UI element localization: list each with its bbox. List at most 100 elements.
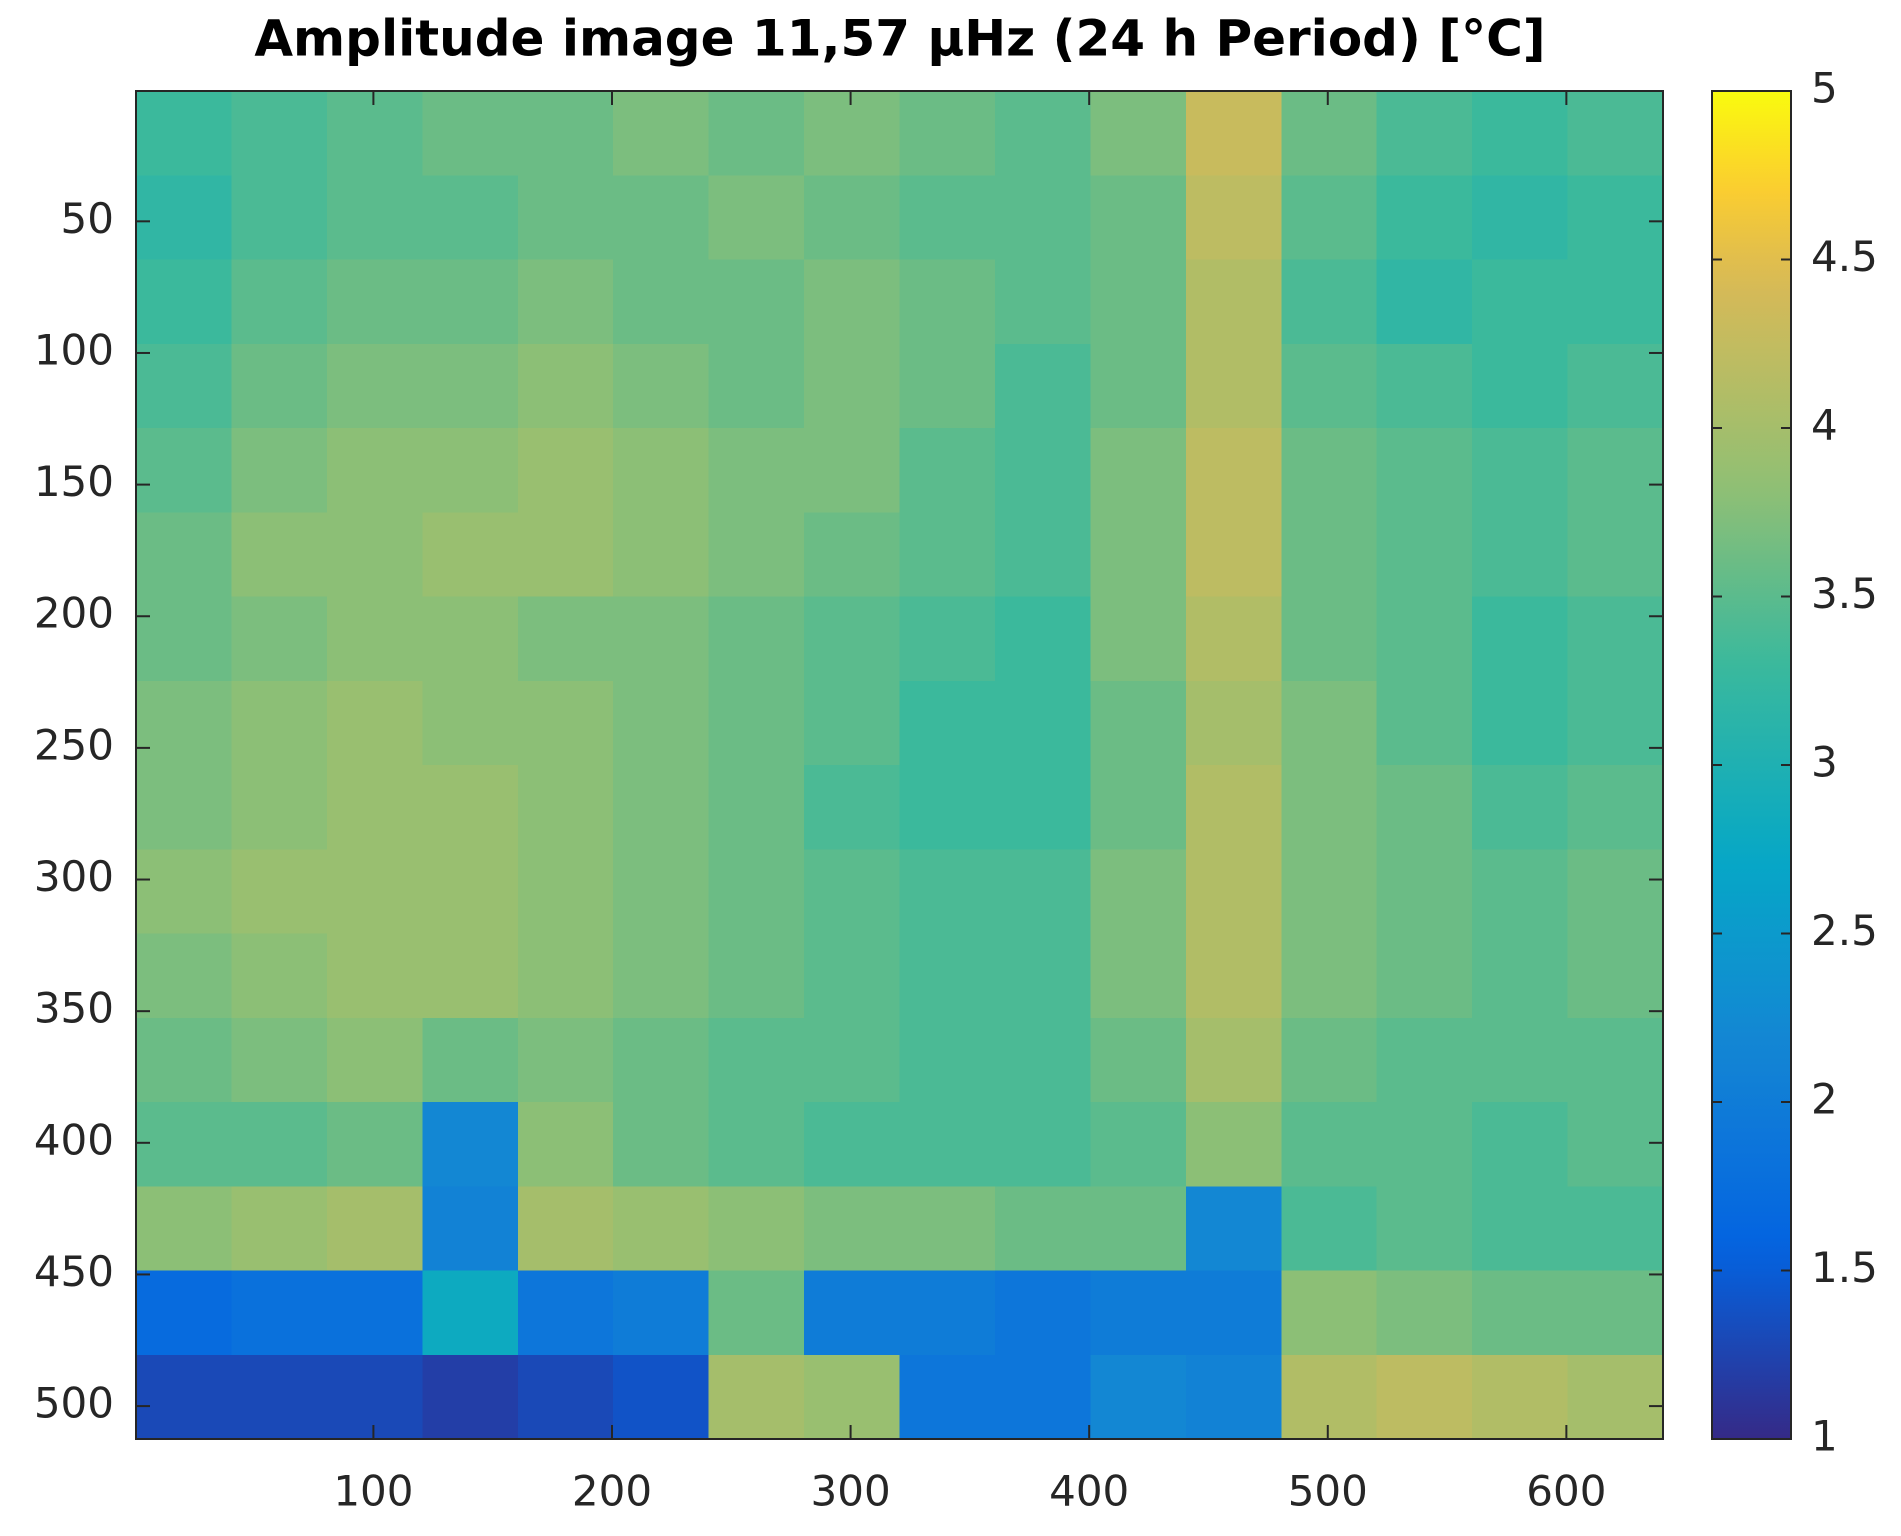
heat-cell: [1567, 343, 1664, 429]
y-tick-label: 200: [34, 589, 114, 638]
colorbar-tick-label: 2.5: [1811, 906, 1878, 955]
heat-cell: [613, 428, 710, 513]
heat-cell: [422, 91, 519, 176]
heat-cell: [326, 933, 423, 1019]
heat-cell: [517, 512, 614, 598]
heat-cell: [1281, 849, 1378, 935]
heat-cell: [899, 175, 996, 261]
heat-cell: [1376, 1354, 1473, 1440]
heat-cell: [326, 596, 423, 682]
heat-cell: [613, 343, 710, 429]
heat-cell: [899, 596, 996, 682]
heat-cell: [994, 1354, 1091, 1440]
heat-cell: [231, 849, 328, 935]
heat-cell: [422, 428, 519, 513]
heat-cell: [1472, 933, 1569, 1019]
heat-cell: [994, 1270, 1091, 1356]
heat-cell: [708, 849, 805, 935]
heat-cell: [1567, 259, 1664, 345]
heat-cell: [708, 1102, 805, 1187]
colorbar-tick-label: 4: [1811, 401, 1838, 450]
y-tick-label: 50: [61, 194, 114, 243]
heat-cell: [899, 849, 996, 935]
heat-cell: [422, 596, 519, 682]
heat-cell: [517, 175, 614, 261]
heat-cell: [326, 512, 423, 598]
heat-cell: [899, 91, 996, 176]
heat-cell: [1185, 1270, 1282, 1356]
x-tick-label: 400: [1049, 1467, 1129, 1516]
heat-cell: [1185, 765, 1282, 850]
heat-cell: [422, 343, 519, 429]
y-tick-label: 350: [34, 984, 114, 1033]
y-tick-label: 300: [34, 852, 114, 901]
heat-cell: [994, 596, 1091, 682]
heat-cell: [1185, 1017, 1282, 1103]
heat-cell: [804, 933, 901, 1019]
heat-cell: [1090, 1186, 1187, 1272]
heat-cell: [1376, 1102, 1473, 1187]
heat-cell: [1376, 1017, 1473, 1103]
heat-cell: [517, 428, 614, 513]
colorbar-tick-label: 2: [1811, 1075, 1838, 1124]
heat-cell: [804, 259, 901, 345]
heat-cell: [136, 933, 233, 1019]
heat-cell: [1281, 512, 1378, 598]
heat-cell: [1185, 933, 1282, 1019]
heat-cell: [994, 91, 1091, 176]
heat-cell: [994, 343, 1091, 429]
heat-cell: [613, 1017, 710, 1103]
heat-cell: [231, 765, 328, 850]
heat-cell: [326, 849, 423, 935]
heat-cell: [1185, 1102, 1282, 1187]
heat-cell: [1376, 343, 1473, 429]
heat-cell: [422, 259, 519, 345]
heat-cell: [136, 849, 233, 935]
heat-cell: [517, 596, 614, 682]
heat-cell: [1376, 91, 1473, 176]
heat-cell: [804, 175, 901, 261]
heat-cell: [422, 1354, 519, 1440]
heat-cell: [422, 1017, 519, 1103]
heat-cell: [326, 343, 423, 429]
heat-cell: [1281, 1102, 1378, 1187]
heat-cell: [1281, 1186, 1378, 1272]
heat-cell: [136, 343, 233, 429]
heat-cell: [708, 91, 805, 176]
y-tick-label: 150: [34, 457, 114, 506]
heat-cell: [1185, 512, 1282, 598]
heat-cell: [422, 765, 519, 850]
heat-cell: [994, 680, 1091, 766]
heat-cell: [804, 91, 901, 176]
heat-cell: [1567, 1102, 1664, 1187]
heat-cell: [1376, 765, 1473, 850]
heat-cell: [899, 259, 996, 345]
heat-cell: [326, 1354, 423, 1440]
heat-cell: [613, 849, 710, 935]
heat-cell: [422, 933, 519, 1019]
heat-cell: [517, 1102, 614, 1187]
heat-cell: [136, 596, 233, 682]
heat-cell: [1472, 765, 1569, 850]
y-tick-label: 400: [34, 1115, 114, 1164]
heat-cell: [613, 1354, 710, 1440]
heat-cell: [422, 849, 519, 935]
heat-cell: [708, 596, 805, 682]
heat-cell: [231, 596, 328, 682]
heat-cell: [1281, 1017, 1378, 1103]
heat-cell: [994, 849, 1091, 935]
heat-cell: [804, 1270, 901, 1356]
heat-cell: [613, 1102, 710, 1187]
heat-cell: [1376, 933, 1473, 1019]
heat-cell: [1185, 1354, 1282, 1440]
heat-cell: [1567, 1186, 1664, 1272]
colorbar-tick-label: 1.5: [1811, 1243, 1878, 1292]
heat-cell: [1090, 1270, 1187, 1356]
heat-cell: [708, 343, 805, 429]
heat-cell: [231, 428, 328, 513]
heat-cell: [1567, 1270, 1664, 1356]
heat-cell: [1472, 1354, 1569, 1440]
heat-cell: [708, 765, 805, 850]
heat-cell: [326, 1270, 423, 1356]
heat-cell: [231, 1102, 328, 1187]
